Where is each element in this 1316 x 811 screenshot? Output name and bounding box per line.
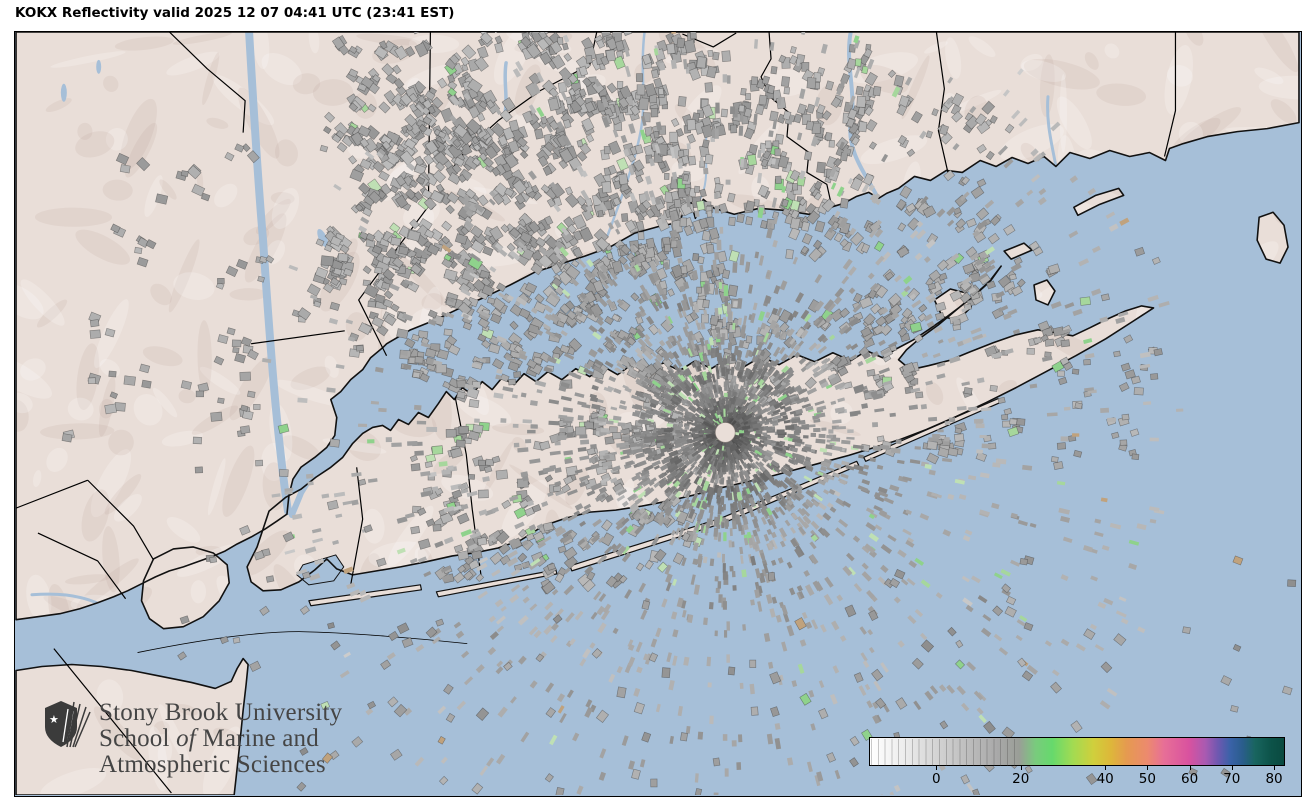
coastline (15, 657, 249, 795)
coastline (1003, 242, 1033, 260)
colorbar-tick-label: 20 (1012, 771, 1030, 787)
thames-river (1046, 95, 1058, 168)
colorbar-tick-mark (1105, 766, 1107, 770)
colorbar-tick-label: 70 (1223, 771, 1241, 787)
candlewood-lake (503, 61, 508, 115)
ny-county-line-northwest (169, 32, 246, 133)
new-jersey-shore-landmass (16, 658, 249, 795)
barrier-island-westhampton (863, 398, 1001, 462)
colorbar-tick-label: 0 (932, 771, 941, 787)
colorbar-tick-mark (1020, 766, 1022, 770)
colorbar-tick-mark (1274, 766, 1276, 770)
harbor-channel-line (137, 631, 468, 653)
raritan-river (30, 592, 99, 605)
barrier-island-rockaway (308, 584, 422, 606)
colorbar-gradient (869, 737, 1285, 766)
nj-county-lines (15, 479, 172, 794)
gardiners-island (1034, 280, 1055, 305)
ct-county-line-mid (760, 32, 832, 203)
plum-island (1004, 243, 1033, 260)
east-river (288, 440, 336, 519)
colorbar-tick-label: 50 (1138, 771, 1156, 787)
colorbar-tick-mark (936, 766, 938, 770)
fishers-island (1073, 188, 1124, 216)
coastline (140, 546, 230, 630)
map-frame: ★ Stony Brook University School of Marin… (14, 31, 1302, 797)
staten-island-landmass (141, 546, 230, 629)
colorbar-tick-label: 40 (1096, 771, 1114, 787)
colorbar-tick-mark (1147, 766, 1149, 770)
hudson-valley-county-line (251, 330, 345, 345)
coastline (1073, 187, 1125, 217)
radar-map-svg (15, 32, 1300, 795)
radar-reflectivity-speckles (61, 32, 1297, 795)
hudson-river (245, 32, 292, 516)
coastline (1033, 279, 1056, 306)
radar-site-cone-of-silence (714, 422, 736, 443)
colorbar-tick-label: 80 (1265, 771, 1283, 787)
coastline (1256, 211, 1289, 264)
barrier-island-jones-beach (436, 569, 557, 597)
colorbar-tick-mark (1231, 766, 1233, 770)
mainland-landmass (16, 32, 1299, 620)
colorbar-tick-label: 60 (1181, 771, 1199, 787)
coastline (308, 584, 423, 607)
colorbar-step-lines (871, 739, 1021, 766)
colorbar-tick-mark (1189, 766, 1191, 770)
reflectivity-colorbar: 0 20 40 50 60 70 80 (869, 737, 1287, 796)
block-island (1257, 212, 1289, 264)
ct-ri-border (1163, 32, 1177, 157)
figure-title: KOKX Reflectivity valid 2025 12 07 04:41… (15, 5, 455, 21)
